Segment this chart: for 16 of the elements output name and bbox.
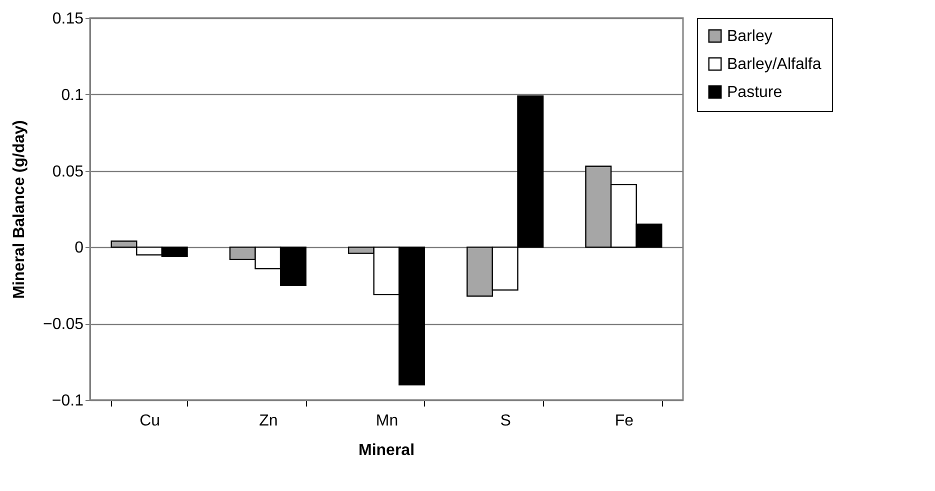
legend-label: Pasture [727, 84, 782, 101]
x-tick-label: S [500, 412, 511, 430]
x-axis-title: Mineral [358, 442, 415, 459]
x-tick-label: Fe [614, 412, 634, 430]
y-tick-label: −0.05 [43, 316, 84, 334]
y-tick-label: 0.1 [61, 86, 84, 104]
y-tick-label: 0.15 [52, 10, 84, 28]
x-tick-label: Cu [140, 412, 160, 430]
y-axis-title: Mineral Balance (g/day) [11, 120, 28, 299]
legend-label: Barley [727, 28, 772, 45]
x-tick-label: Zn [259, 412, 278, 430]
y-tick-label: −0.1 [52, 392, 84, 410]
x-tick-label: Mn [376, 412, 398, 430]
y-tick-label: 0 [74, 240, 84, 257]
legend-label: Barley/Alfalfa [727, 56, 822, 73]
y-tick-label: 0.05 [52, 163, 84, 180]
